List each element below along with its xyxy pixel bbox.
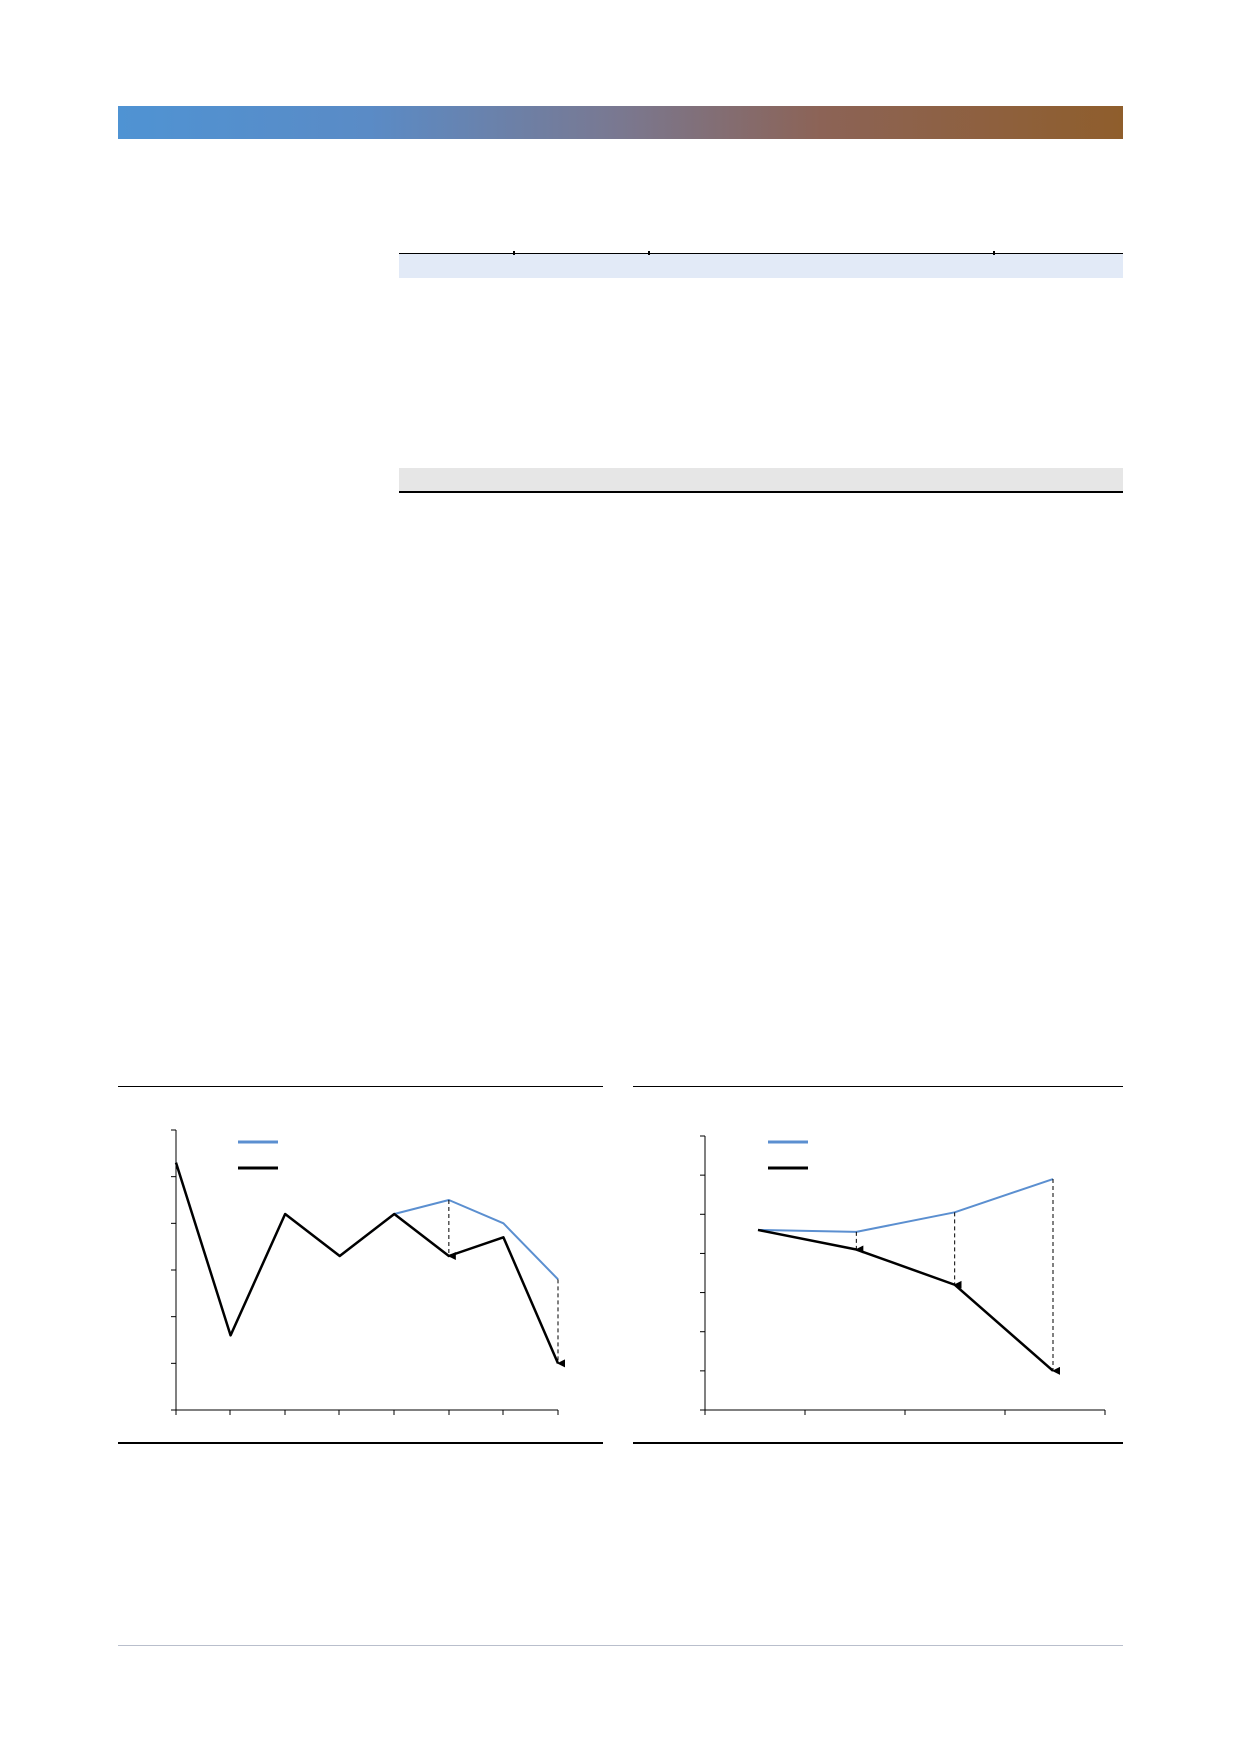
figure-left-bottom-rule [118, 1442, 603, 1444]
series-line-black [174, 1162, 560, 1364]
series-line-blue [175, 1162, 559, 1337]
footer-rule [118, 1645, 1123, 1646]
header-banner [118, 106, 1123, 139]
table-bottom-rule [399, 491, 1123, 493]
table-top-rule [399, 253, 1123, 254]
figure-left-top-rule [118, 1086, 603, 1087]
figure-right-bottom-rule [633, 1442, 1123, 1444]
table-column-tick [513, 251, 515, 255]
table-header-row [399, 254, 1123, 278]
series-line-blue [757, 1178, 1054, 1233]
line-chart-right [700, 1135, 1106, 1415]
table-total-row [399, 468, 1123, 491]
series-line-black [757, 1228, 1054, 1372]
figure-right-top-rule [633, 1086, 1123, 1087]
table-column-tick [648, 251, 650, 255]
line-chart-left [171, 1129, 565, 1415]
table-column-tick [993, 251, 995, 255]
